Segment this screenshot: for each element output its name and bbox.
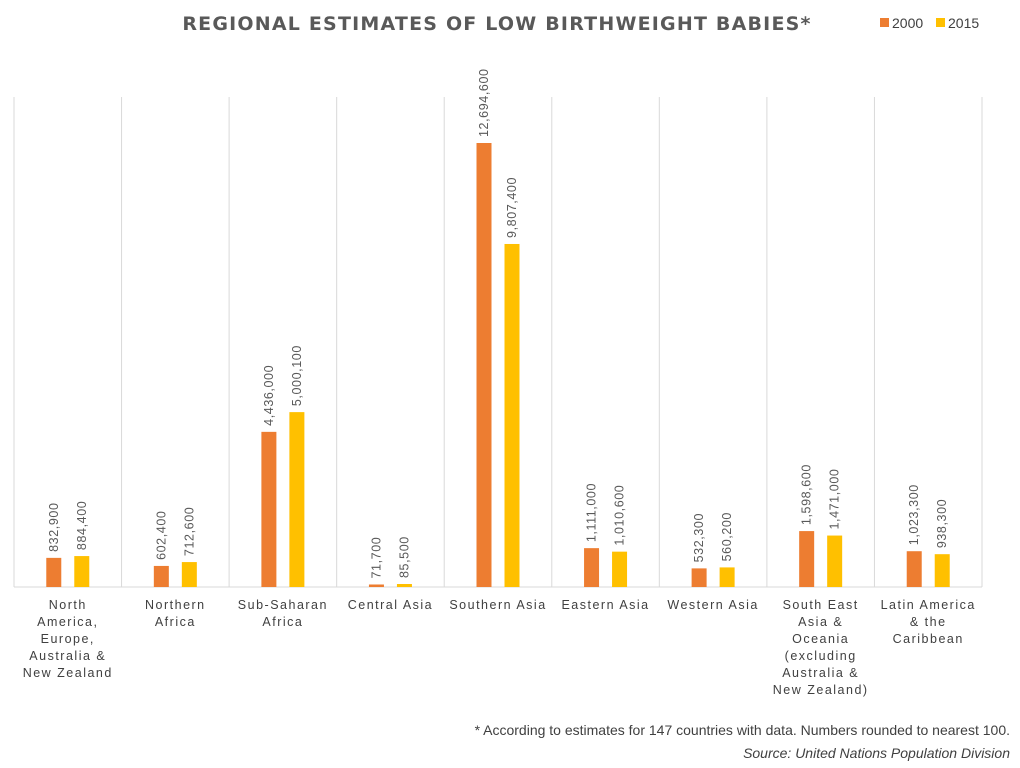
category-label: North bbox=[49, 598, 87, 612]
data-label-2000: 1,023,300 bbox=[907, 484, 921, 545]
bar-2015 bbox=[181, 562, 197, 587]
footnote: * According to estimates for 147 countri… bbox=[474, 722, 1010, 738]
data-label-2015: 560,200 bbox=[720, 512, 734, 561]
category-label: Caribbean bbox=[893, 632, 964, 646]
category-label: & the bbox=[910, 615, 947, 629]
legend-label-2000: 2000 bbox=[892, 15, 923, 31]
bar-2015 bbox=[504, 243, 520, 587]
bar-2000 bbox=[153, 565, 169, 587]
bar-2000 bbox=[261, 431, 277, 587]
category-label: Central Asia bbox=[348, 598, 433, 612]
data-label-2000: 1,598,600 bbox=[800, 464, 814, 525]
legend: 2000 2015 bbox=[880, 15, 979, 31]
bars bbox=[46, 143, 950, 587]
category-label: South East bbox=[783, 598, 859, 612]
category-label: New Zealand bbox=[23, 666, 113, 680]
chart-title: REGIONAL ESTIMATES OF LOW BIRTHWEIGHT BA… bbox=[182, 13, 811, 35]
data-label-2000: 4,436,000 bbox=[262, 365, 276, 426]
legend-swatch-2015 bbox=[936, 18, 945, 27]
data-label-2015: 9,807,400 bbox=[505, 177, 519, 238]
bar-2015 bbox=[289, 412, 305, 587]
source-note: Source: United Nations Population Divisi… bbox=[743, 745, 1010, 761]
category-labels: North America, Europe, Australia & New Zeala… bbox=[23, 598, 976, 697]
category-label: Asia & bbox=[798, 615, 843, 629]
category-label: New Zealand) bbox=[773, 683, 869, 697]
bar-2015 bbox=[74, 556, 90, 587]
legend-swatch-2000 bbox=[880, 18, 889, 27]
data-label-2015: 938,300 bbox=[935, 499, 949, 548]
category-label: Africa bbox=[262, 615, 303, 629]
category-label: Northern bbox=[145, 598, 206, 612]
category-label: Sub-Saharan bbox=[238, 598, 328, 612]
bar-2000 bbox=[799, 531, 815, 587]
data-label-2000: 12,694,600 bbox=[477, 68, 491, 137]
category-label: Southern Asia bbox=[449, 598, 546, 612]
bar-2000 bbox=[906, 551, 922, 587]
category-label: America, bbox=[37, 615, 98, 629]
bar-2015 bbox=[719, 567, 735, 587]
bar-2000 bbox=[46, 557, 62, 587]
category-label: Australia & bbox=[29, 649, 106, 663]
category-label: Oceania bbox=[792, 632, 849, 646]
category-label: Africa bbox=[155, 615, 196, 629]
data-label-2000: 71,700 bbox=[369, 537, 383, 579]
data-label-2015: 1,010,600 bbox=[613, 485, 627, 546]
bar-2015 bbox=[827, 535, 843, 587]
bar-2000 bbox=[368, 584, 384, 587]
data-label-2015: 712,600 bbox=[182, 507, 196, 556]
category-label: Australia & bbox=[782, 666, 859, 680]
bar-chart: REGIONAL ESTIMATES OF LOW BIRTHWEIGHT BA… bbox=[13, 13, 983, 697]
bar-2000 bbox=[584, 548, 600, 587]
category-label: Europe, bbox=[41, 632, 95, 646]
data-label-2015: 85,500 bbox=[397, 536, 411, 578]
bar-2015 bbox=[612, 551, 628, 587]
data-label-2015: 1,471,000 bbox=[828, 469, 842, 530]
data-label-2015: 5,000,100 bbox=[290, 345, 304, 406]
category-label: (excluding bbox=[785, 649, 857, 663]
grid bbox=[13, 97, 983, 588]
legend-label-2015: 2015 bbox=[948, 15, 979, 31]
data-label-2000: 832,900 bbox=[47, 502, 61, 551]
category-label: Eastern Asia bbox=[561, 598, 649, 612]
data-label-2000: 1,111,000 bbox=[585, 483, 599, 542]
bar-2000 bbox=[476, 143, 492, 587]
data-label-2000: 532,300 bbox=[692, 513, 706, 562]
value-labels: 832,900 884,400 602,400 712,600 4,436,000 5,0… bbox=[47, 68, 949, 578]
bar-2000 bbox=[691, 568, 707, 587]
bar-2015 bbox=[396, 584, 412, 587]
data-label-2015: 884,400 bbox=[75, 501, 89, 550]
data-label-2000: 602,400 bbox=[154, 511, 168, 560]
category-label: Western Asia bbox=[667, 598, 758, 612]
bar-2015 bbox=[934, 554, 950, 587]
category-label: Latin America bbox=[881, 598, 976, 612]
